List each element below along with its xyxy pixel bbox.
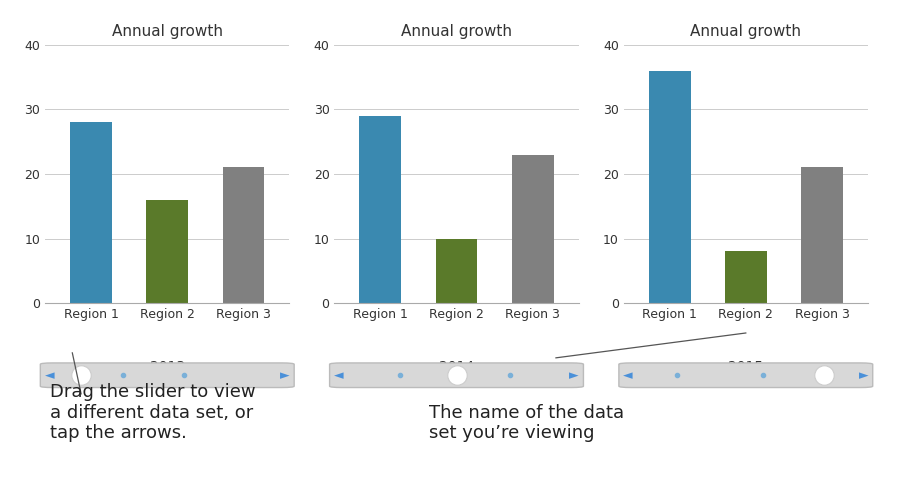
Text: ►: ► (280, 369, 289, 382)
Title: Annual growth: Annual growth (112, 24, 222, 39)
Title: Annual growth: Annual growth (690, 24, 800, 39)
FancyBboxPatch shape (330, 363, 582, 388)
Title: Annual growth: Annual growth (401, 24, 511, 39)
Bar (800, 167, 842, 303)
Bar (358, 116, 401, 303)
Text: Drag the slider to view
a different data set, or
tap the arrows.: Drag the slider to view a different data… (50, 383, 255, 442)
Text: ◄: ◄ (45, 369, 54, 382)
Text: ◄: ◄ (623, 369, 632, 382)
Bar (435, 239, 477, 303)
FancyBboxPatch shape (619, 363, 871, 388)
Bar (724, 251, 766, 303)
Text: The name of the data
set you’re viewing: The name of the data set you’re viewing (429, 404, 624, 442)
Bar (222, 167, 265, 303)
FancyBboxPatch shape (41, 363, 293, 388)
Bar (647, 71, 690, 303)
Bar (70, 122, 112, 303)
Text: ◄: ◄ (334, 369, 343, 382)
Text: 2013: 2013 (150, 360, 184, 374)
Text: 2014: 2014 (439, 360, 473, 374)
Bar (511, 155, 554, 303)
Text: ►: ► (569, 369, 578, 382)
Text: ►: ► (858, 369, 867, 382)
Bar (146, 200, 188, 303)
Text: 2015: 2015 (728, 360, 762, 374)
